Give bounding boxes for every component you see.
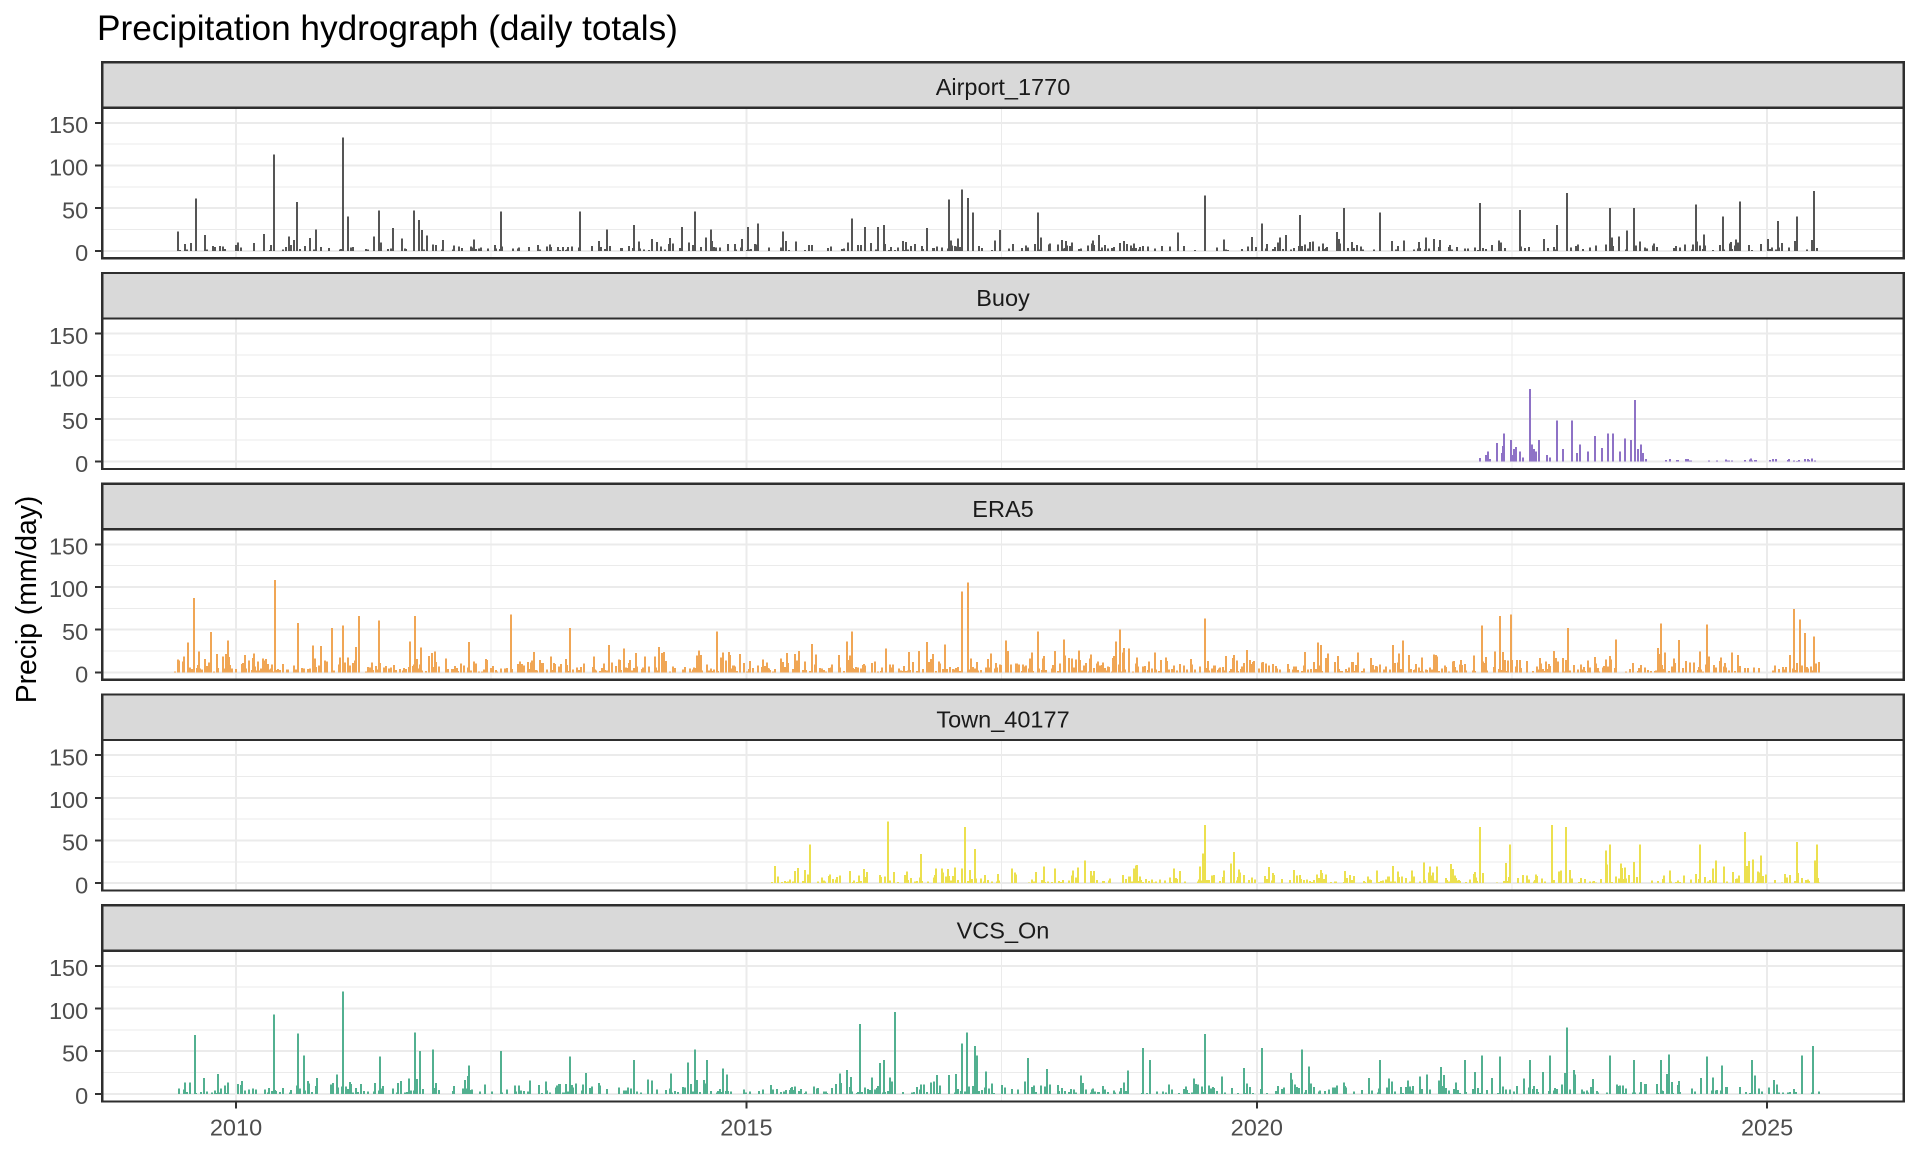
svg-text:2015: 2015 [720, 1115, 772, 1141]
svg-text:0: 0 [75, 872, 88, 898]
svg-text:Precip (mm/day): Precip (mm/day) [10, 496, 42, 704]
svg-text:50: 50 [62, 197, 88, 223]
svg-text:2025: 2025 [1741, 1115, 1793, 1141]
svg-text:100: 100 [49, 155, 88, 181]
svg-text:0: 0 [75, 1083, 88, 1109]
svg-text:0: 0 [75, 451, 88, 477]
svg-text:50: 50 [62, 619, 88, 645]
svg-text:Precipitation hydrograph (dail: Precipitation hydrograph (daily totals) [97, 9, 678, 48]
svg-text:Airport_1770: Airport_1770 [936, 74, 1071, 100]
svg-text:150: 150 [49, 534, 88, 560]
svg-text:2010: 2010 [210, 1115, 262, 1141]
svg-text:150: 150 [49, 955, 88, 981]
svg-text:2020: 2020 [1231, 1115, 1283, 1141]
svg-text:150: 150 [49, 112, 88, 138]
svg-text:50: 50 [62, 830, 88, 856]
svg-text:50: 50 [62, 408, 88, 434]
svg-text:50: 50 [62, 1040, 88, 1066]
svg-text:0: 0 [75, 662, 88, 688]
svg-text:Buoy: Buoy [976, 285, 1030, 311]
svg-text:100: 100 [49, 576, 88, 602]
svg-text:150: 150 [49, 744, 88, 770]
svg-text:150: 150 [49, 323, 88, 349]
svg-text:100: 100 [49, 365, 88, 391]
svg-text:Town_40177: Town_40177 [936, 707, 1069, 733]
svg-text:0: 0 [75, 240, 88, 266]
svg-text:VCS_On: VCS_On [957, 917, 1050, 943]
svg-text:100: 100 [49, 787, 88, 813]
svg-text:ERA5: ERA5 [972, 496, 1033, 522]
svg-text:100: 100 [49, 998, 88, 1024]
